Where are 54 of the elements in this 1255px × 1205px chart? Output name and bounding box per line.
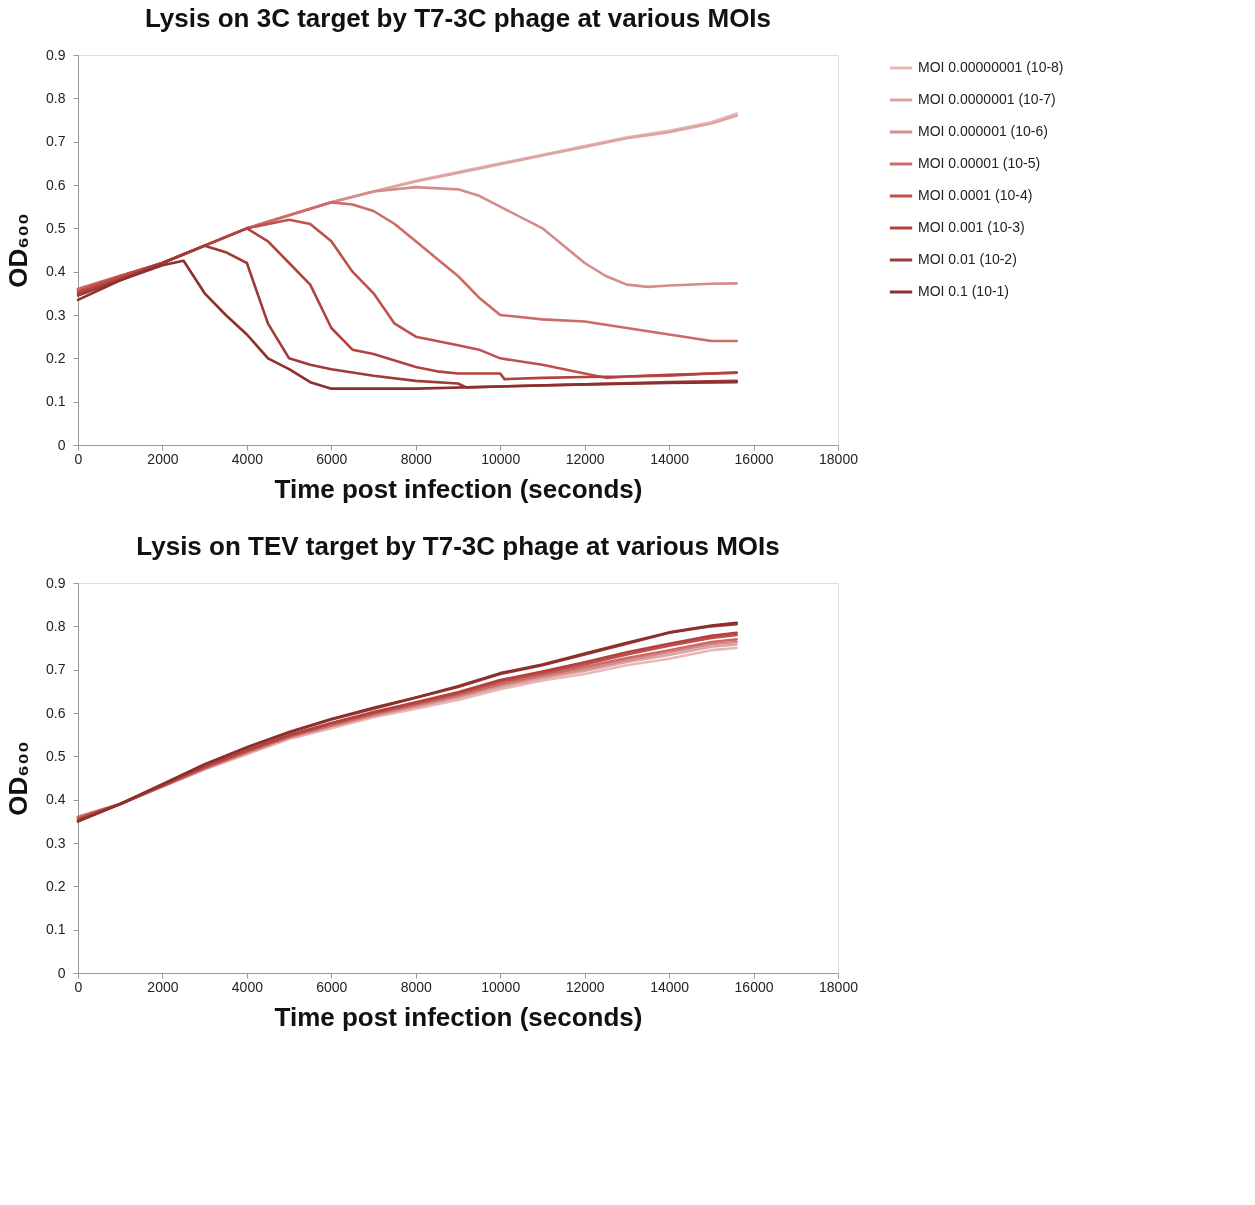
x-tick-label: 16000 (734, 450, 774, 467)
legend-label: MOI 0.1 (10-1) (918, 283, 1010, 299)
legend-label: MOI 0.000001 (10-6) (918, 123, 1048, 139)
y-tick-label: 0.1 (46, 921, 66, 938)
y-tick-label: 0.4 (46, 263, 66, 280)
y-tick-label: 0.5 (46, 219, 66, 236)
y-tick-label: 0.5 (46, 747, 66, 764)
y-tick-label: 0.9 (46, 46, 66, 63)
y-axis-title: OD₆₀₀ (3, 741, 34, 816)
y-tick-label: 0.1 (46, 393, 66, 410)
x-tick-label: 18000 (819, 978, 859, 995)
y-tick-label: 0.8 (46, 617, 66, 634)
y-tick-label: 0.6 (46, 704, 66, 721)
y-tick-label: 0.3 (46, 834, 66, 851)
legend-label: MOI 0.01 (10-2) (918, 251, 1017, 267)
x-tick-label: 6000 (316, 978, 348, 995)
y-tick-label: 0.6 (46, 176, 66, 193)
y-tick-label: 0.7 (46, 133, 66, 150)
x-tick-label: 0 (74, 450, 83, 467)
x-tick-label: 8000 (400, 450, 433, 467)
y-axis-title: OD₆₀₀ (3, 213, 34, 288)
x-tick-label: 10000 (481, 978, 521, 995)
x-tick-label: 2000 (147, 450, 179, 467)
x-tick-label: 14000 (650, 450, 690, 467)
x-tick-label: 6000 (316, 450, 348, 467)
x-tick-label: 4000 (231, 978, 264, 995)
x-tick-label: 14000 (650, 978, 690, 995)
x-tick-label: 16000 (734, 978, 774, 995)
x-tick-label: 12000 (565, 450, 605, 467)
y-tick-label: 0.8 (46, 89, 66, 106)
y-tick-label: 0.4 (46, 791, 66, 808)
x-tick-label: 12000 (565, 978, 605, 995)
x-tick-label: 18000 (819, 450, 859, 467)
x-tick-label: 0 (74, 978, 83, 995)
legend-label: MOI 0.0001 (10-4) (918, 187, 1033, 203)
legend-label: MOI 0.001 (10-3) (918, 219, 1025, 235)
chart-title: Lysis on TEV target by T7-3C phage at various MOIs (136, 531, 780, 561)
y-tick-label: 0.2 (46, 877, 66, 894)
y-tick-label: 0.7 (46, 661, 66, 678)
y-tick-label: 0.2 (46, 349, 66, 366)
chart-title: Lysis on 3C target by T7-3C phage at various MOIs (144, 3, 772, 33)
y-tick-label: 0 (57, 436, 66, 453)
legend-label: MOI 0.00001 (10-5) (918, 155, 1041, 171)
y-tick-label: 0.9 (46, 574, 66, 591)
x-axis-title: Time post infection (seconds) (274, 1001, 643, 1032)
x-tick-label: 10000 (481, 450, 521, 467)
y-tick-label: 0.3 (46, 306, 66, 323)
x-axis-title: Time post infection (seconds) (274, 473, 643, 504)
x-tick-label: 4000 (231, 450, 264, 467)
legend-label: MOI 0.00000001 (10-8) (918, 59, 1064, 75)
x-tick-label: 8000 (400, 978, 433, 995)
y-tick-label: 0 (57, 964, 66, 981)
x-tick-label: 2000 (147, 978, 179, 995)
legend-label: MOI 0.0000001 (10-7) (918, 91, 1056, 107)
